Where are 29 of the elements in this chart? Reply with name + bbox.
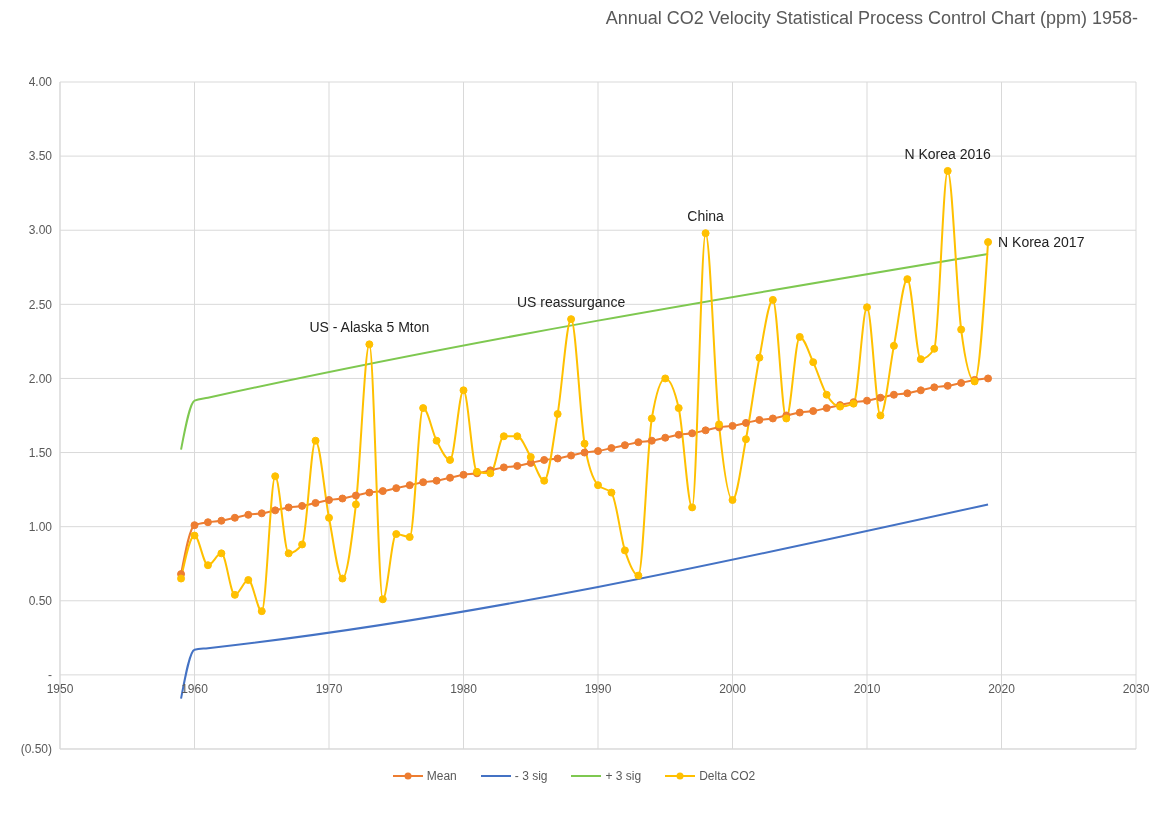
x-tick-label: 1990	[584, 682, 612, 697]
y-tick-label: 1.00	[28, 519, 53, 534]
x-tick-label: 1980	[450, 682, 478, 697]
annotation: China	[687, 208, 725, 225]
chart-title: Annual CO2 Velocity Statistical Process Control Chart (ppm) 1958-	[604, 8, 1139, 30]
y-tick-label: 2.00	[28, 371, 53, 386]
x-tick-label: 1970	[315, 682, 343, 697]
legend-label: Mean	[426, 769, 457, 783]
annotation: N Korea 2017	[998, 234, 1085, 251]
y-tick-label: (0.50)	[20, 742, 52, 757]
line-series	[180, 503, 990, 700]
annotation: US - Alaska 5 Mton	[309, 319, 430, 336]
x-tick-label: 1950	[46, 682, 74, 697]
y-tick-label: 0.50	[28, 594, 53, 609]
x-tick-label: 2010	[853, 682, 881, 697]
y-tick-label: 4.00	[28, 75, 53, 90]
annotation: US reassurgance	[517, 294, 626, 311]
legend-label: + 3 sig	[605, 769, 642, 783]
x-tick-label: 2020	[988, 682, 1016, 697]
legend-label: Delta CO2	[699, 769, 756, 783]
y-tick-label: 3.00	[28, 223, 53, 238]
y-tick-label: -	[48, 668, 52, 683]
y-tick-label: 2.50	[28, 297, 53, 312]
legend-label: - 3 sig	[514, 769, 548, 783]
x-tick-label: 2030	[1122, 682, 1150, 697]
annotation: N Korea 2016	[904, 145, 992, 162]
x-tick-label: 2000	[719, 682, 747, 697]
y-tick-label: 1.50	[28, 445, 53, 460]
y-tick-label: 3.50	[28, 149, 53, 164]
